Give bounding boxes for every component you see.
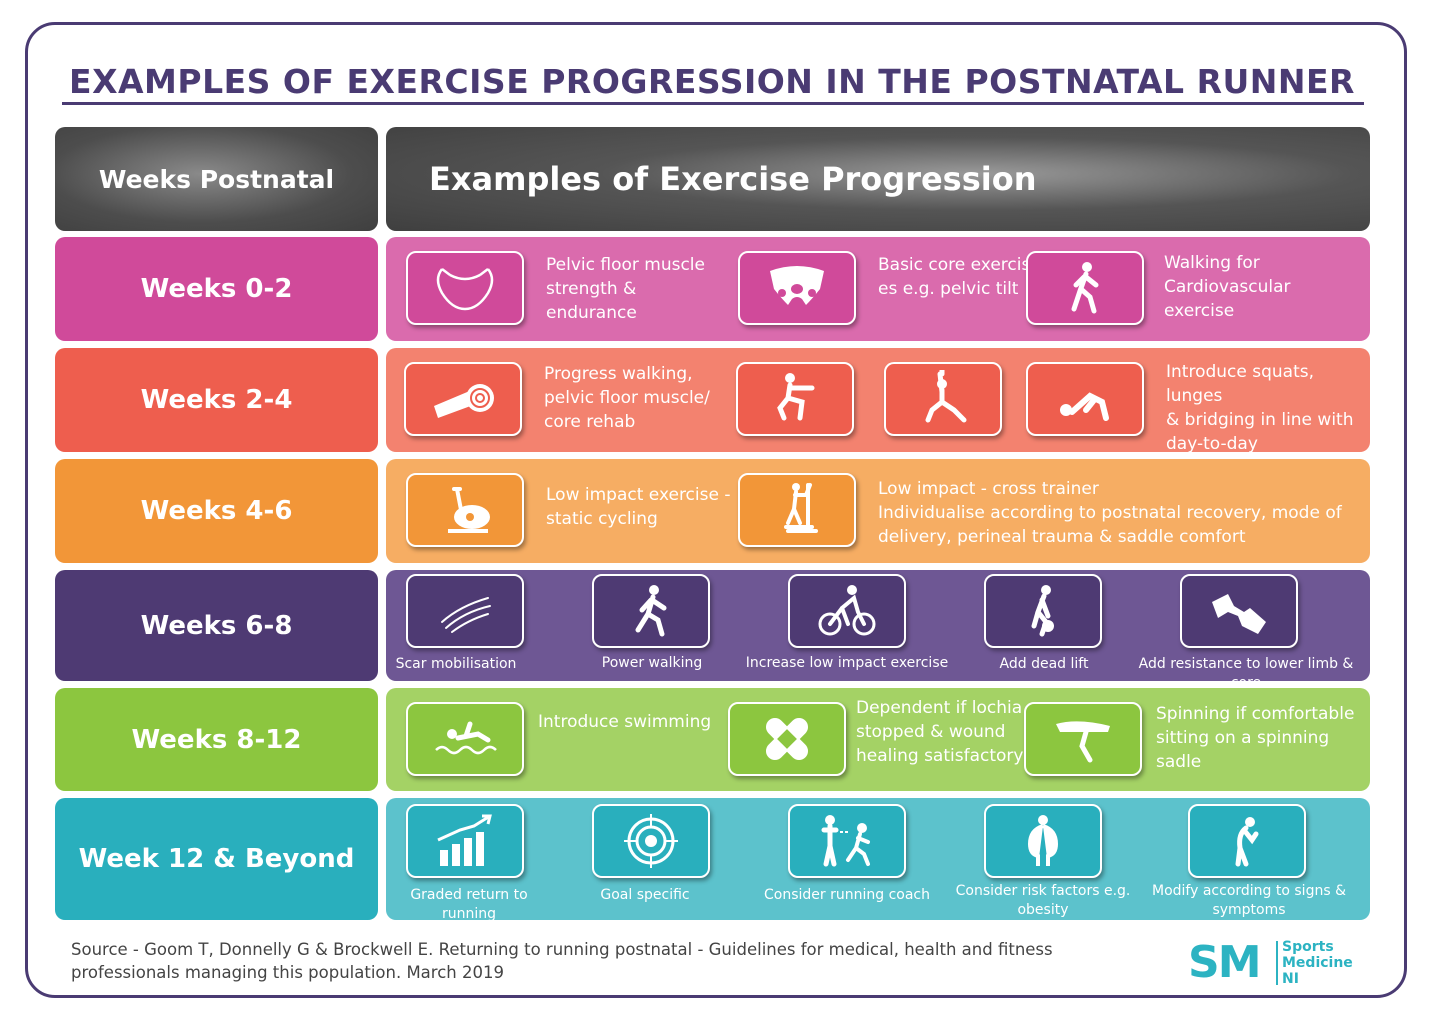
logo-line-1: Sports — [1282, 939, 1334, 955]
row-label-weeks-8-12: Weeks 8-12 — [55, 688, 378, 791]
caption-running-coach: Consider running coach — [764, 887, 930, 903]
bladder-icon — [406, 251, 524, 325]
spinning-saddle-icon — [1024, 702, 1142, 776]
dumbbell-icon — [1180, 574, 1298, 648]
dead-lift-icon — [984, 574, 1102, 648]
text-walking: Walking for Cardiovascular exercise — [1164, 253, 1291, 321]
caption-graded-return: Graded return to running — [410, 887, 528, 922]
pelvis-icon — [738, 251, 856, 325]
header-exercise-progression: Examples of Exercise Progression — [386, 127, 1370, 231]
text-progress-walking: Progress walking, pelvic floor muscle/ c… — [544, 364, 710, 432]
caption-goal-specific: Goal specific — [600, 887, 690, 903]
exercise-bike-icon — [406, 473, 524, 547]
symptoms-icon — [1188, 804, 1306, 878]
power-walking-icon — [592, 574, 710, 648]
source-citation: Source - Goom T, Donnelly G & Brockwell … — [71, 940, 1053, 982]
row-panel-weeks-8-12: Introduce swimming Dependent if lochia s… — [386, 688, 1370, 791]
row-label-weeks-2-4: Weeks 2-4 — [55, 348, 378, 452]
cyclist-icon — [788, 574, 906, 648]
coach-icon — [788, 804, 906, 878]
growth-chart-icon — [406, 804, 524, 878]
caption-modify-symptoms: Modify according to signs & symptoms — [1152, 883, 1346, 918]
caption-add-resistance: Add resistance to lower limb & core — [1138, 656, 1354, 691]
logo-line-3: NI — [1282, 971, 1299, 987]
text-pelvic-floor: Pelvic floor muscle strength & endurance — [546, 255, 705, 323]
text-introduce-swimming: Introduce swimming — [538, 712, 712, 732]
row-label-weeks-0-2: Weeks 0-2 — [55, 237, 378, 341]
logo-mark: SM — [1188, 937, 1261, 988]
target-icon — [592, 804, 710, 878]
text-static-cycling: Low impact exercise - static cycling — [546, 485, 731, 529]
walking-person-icon — [1026, 251, 1144, 325]
lunge-icon — [884, 362, 1002, 436]
logo-text: Sports Medicine NI — [1282, 939, 1353, 987]
bridging-icon — [1026, 362, 1144, 436]
exercise-mat-icon — [404, 362, 522, 436]
row-panel-weeks-6-8: Scar mobilisation Power walking Increase… — [386, 570, 1370, 691]
title-underline — [62, 102, 1364, 105]
page-title: EXAMPLES OF EXERCISE PROGRESSION IN THE … — [69, 62, 1355, 101]
cross-trainer-icon — [738, 473, 856, 547]
logo-divider — [1276, 941, 1278, 985]
text-lochia: Dependent if lochia stopped & wound heal… — [856, 698, 1024, 766]
logo-line-2: Medicine — [1282, 955, 1353, 971]
swimmer-icon — [406, 702, 524, 776]
row-panel-weeks-0-2: Pelvic floor muscle strength & endurance… — [386, 237, 1370, 341]
row-panel-weeks-4-6: Low impact exercise - static cycling Low… — [386, 459, 1370, 563]
row-label-week-12-beyond: Week 12 & Beyond — [55, 798, 378, 920]
caption-risk-factors: Consider risk factors e.g. obesity — [955, 883, 1131, 918]
row-panel-week-12-beyond: Graded return to running Goal specific C… — [386, 798, 1370, 922]
text-squats-lunges: Introduce squats, lunges & bridging in l… — [1166, 362, 1354, 478]
caption-scar-mobilisation: Scar mobilisation — [395, 656, 517, 672]
caption-add-dead-lift: Add dead lift — [999, 656, 1089, 672]
row-label-weeks-6-8: Weeks 6-8 — [55, 570, 378, 681]
sports-medicine-ni-logo: SM Sports Medicine NI — [1188, 935, 1363, 990]
scar-icon — [406, 574, 524, 648]
text-spinning: Spinning if comfortable sitting on a spi… — [1156, 704, 1355, 772]
row-panel-weeks-2-4: Progress walking, pelvic floor muscle/ c… — [386, 348, 1370, 478]
caption-increase-low-impact: Increase low impact exercise — [745, 655, 949, 671]
caption-power-walking: Power walking — [601, 655, 703, 671]
bandage-icon — [728, 702, 846, 776]
header-weeks-postnatal: Weeks Postnatal — [55, 127, 378, 231]
squat-icon — [736, 362, 854, 436]
risk-factors-icon — [984, 804, 1102, 878]
text-cross-trainer: Low impact - cross trainer Individualise… — [878, 479, 1342, 547]
text-basic-core: Basic core exercis- es e.g. pelvic tilt — [878, 255, 1037, 299]
row-label-weeks-4-6: Weeks 4-6 — [55, 459, 378, 563]
